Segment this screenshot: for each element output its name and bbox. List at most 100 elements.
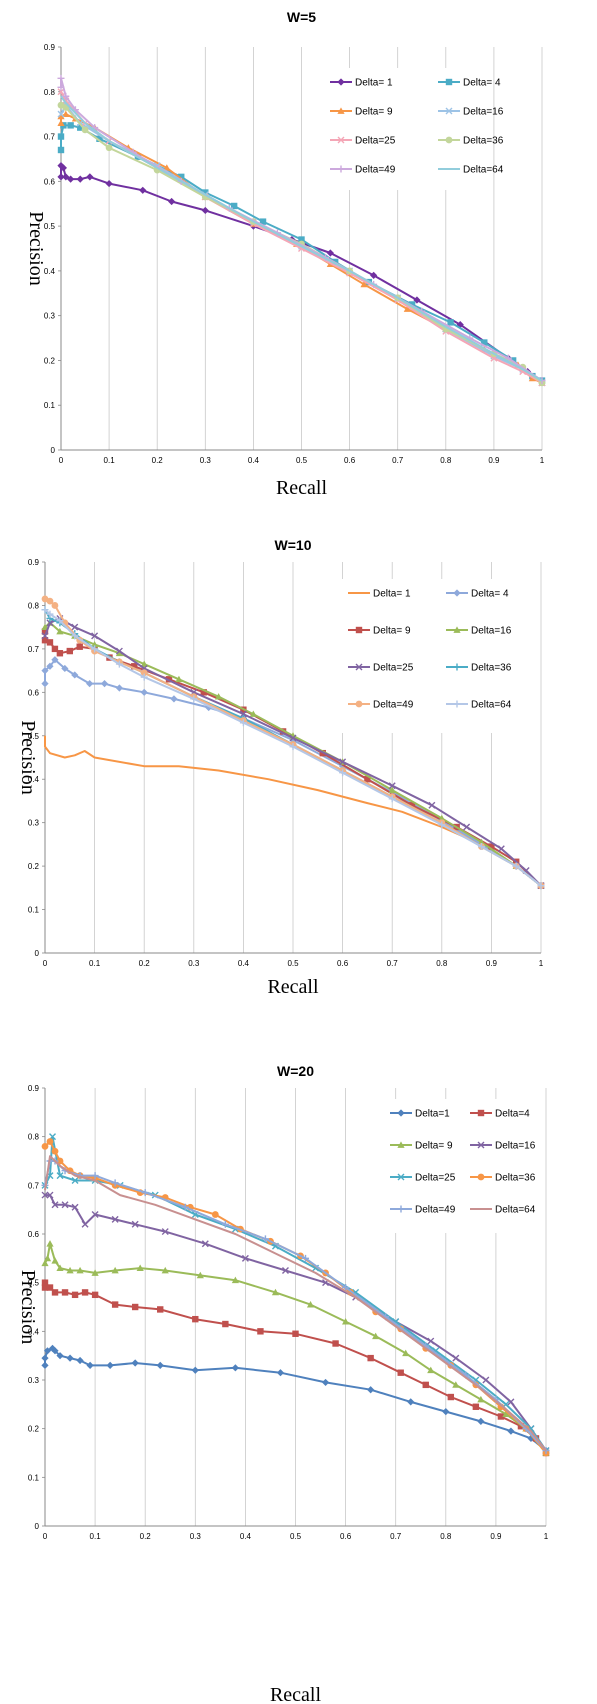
y-tick-label: 0.5 <box>44 222 56 231</box>
data-point <box>481 339 488 346</box>
data-point <box>191 1366 199 1374</box>
data-point <box>321 1378 330 1387</box>
y-tick-label: 0.2 <box>28 1425 40 1434</box>
legend-marker <box>453 700 461 708</box>
data-point <box>161 1228 169 1236</box>
x-tick-label: 0.5 <box>287 959 299 968</box>
data-point <box>360 280 368 288</box>
data-point <box>507 1398 515 1406</box>
x-tick-label: 0.5 <box>290 1532 302 1541</box>
data-point <box>115 684 123 692</box>
data-point <box>46 619 54 627</box>
data-point <box>397 1369 404 1376</box>
chart-title: W=20 <box>277 1063 314 1079</box>
data-point <box>342 1284 350 1292</box>
data-point <box>239 719 247 727</box>
legend-marker <box>453 663 461 671</box>
legend-marker <box>445 78 453 86</box>
legend-item: Delta=16 <box>446 626 512 637</box>
data-point <box>41 667 49 675</box>
data-point <box>215 693 223 700</box>
y-tick-label: 0.7 <box>28 645 40 654</box>
data-point <box>428 801 436 809</box>
data-point <box>115 649 123 657</box>
y-tick-label: 0.6 <box>28 688 40 697</box>
legend-label: Delta=49 <box>355 165 396 176</box>
data-point <box>388 795 396 803</box>
data-point <box>46 1240 54 1247</box>
y-tick-label: 0.3 <box>44 312 56 321</box>
y-tick-label: 0.1 <box>44 401 56 410</box>
data-point <box>512 862 520 870</box>
data-point <box>51 602 59 609</box>
legend-label: Delta= 4 <box>463 78 501 89</box>
data-point <box>261 1235 269 1243</box>
y-tick-label: 0.8 <box>28 601 40 610</box>
data-point <box>57 119 65 127</box>
y-axis-label: Precision <box>25 211 47 285</box>
legend-item: Delta= 9 <box>348 626 411 637</box>
data-point <box>211 1211 219 1218</box>
legend-box <box>382 1099 532 1233</box>
data-point <box>231 1276 239 1284</box>
legend-item: Delta= 1 <box>330 78 393 89</box>
data-point <box>115 647 123 655</box>
y-tick-label: 0.1 <box>28 906 40 915</box>
legend-item: Delta= 9 <box>330 107 393 118</box>
data-point <box>427 1366 435 1374</box>
data-point <box>46 597 54 605</box>
data-point <box>477 1395 485 1403</box>
data-point <box>477 843 485 851</box>
data-point <box>57 110 65 118</box>
data-point <box>139 186 147 194</box>
series-line <box>44 1155 547 1452</box>
data-point <box>41 637 49 644</box>
data-point <box>200 689 207 696</box>
legend-item: Delta= 4 <box>438 78 501 89</box>
legend-marker <box>397 1109 405 1117</box>
legend-item: Delta=64 <box>438 165 504 176</box>
data-point <box>91 1211 99 1219</box>
data-point <box>271 1288 280 1296</box>
y-tick-label: 0.9 <box>44 43 56 52</box>
data-point <box>388 782 396 790</box>
legend-marker <box>337 136 345 144</box>
data-point <box>482 1376 490 1384</box>
data-point <box>192 1315 199 1323</box>
data-point <box>56 617 64 625</box>
data-point <box>221 1220 229 1228</box>
data-point <box>497 1413 505 1420</box>
y-tick-label: 0.4 <box>28 1327 40 1336</box>
data-point <box>62 110 70 118</box>
data-point <box>201 206 209 215</box>
data-point <box>67 122 74 129</box>
legend-item: Delta= 9 <box>390 1141 453 1152</box>
data-point <box>367 1386 375 1394</box>
legend-item: Delta=1 <box>390 1109 450 1120</box>
data-point <box>202 189 209 196</box>
x-axis-label: Recall <box>267 976 319 998</box>
legend-marker <box>337 107 345 114</box>
data-point <box>57 88 65 96</box>
data-point <box>372 1332 380 1340</box>
legend: Delta=1 Delta=4 Delta= 9 Delta=16 Delta=25 De… <box>382 1099 536 1233</box>
legend-item: Delta=49 <box>348 700 414 711</box>
legend-marker <box>337 78 345 86</box>
data-point <box>51 1147 59 1155</box>
legend-label: Delta= 1 <box>373 589 411 600</box>
y-tick-label: 0.5 <box>28 1279 40 1288</box>
legend: Delta= 1 Delta= 4 Delta= 9 Delta=16 Delta=25… <box>322 68 504 190</box>
y-axis-label: Precision <box>17 720 39 794</box>
data-point <box>41 1191 49 1199</box>
data-point <box>115 660 123 668</box>
data-point <box>407 1398 415 1406</box>
legend-label: Delta=4 <box>495 1109 530 1120</box>
data-point <box>140 660 148 667</box>
series-line <box>45 1194 547 1452</box>
data-point <box>292 1330 299 1337</box>
data-point <box>259 218 267 225</box>
x-tick-label: 0.6 <box>337 959 349 968</box>
legend-label: Delta=25 <box>415 1173 456 1184</box>
data-point <box>105 179 113 188</box>
data-point <box>41 1354 49 1362</box>
